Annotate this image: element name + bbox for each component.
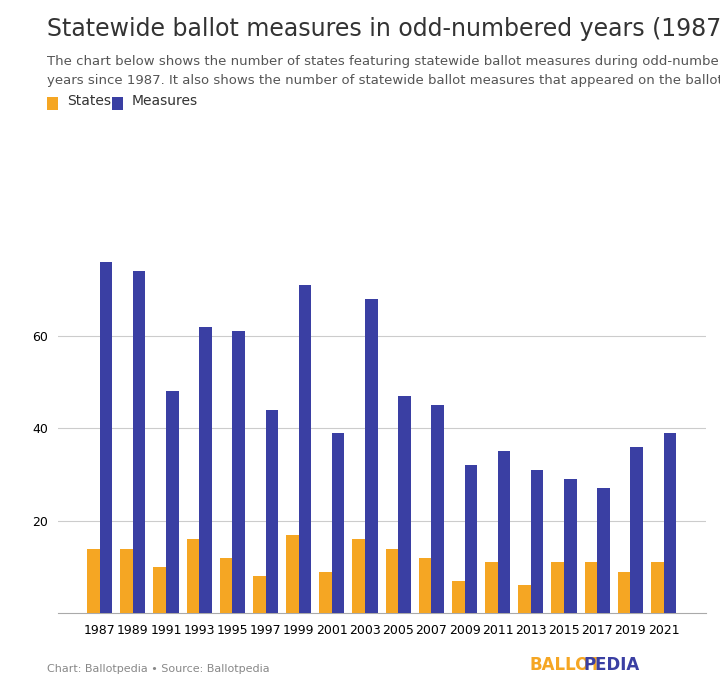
Bar — [220, 558, 233, 613]
Text: States: States — [67, 94, 111, 108]
Bar — [464, 465, 477, 613]
Bar — [153, 567, 166, 613]
Text: Statewide ballot measures in odd-numbered years (1987-2021): Statewide ballot measures in odd-numbere… — [47, 17, 720, 41]
Bar — [564, 480, 577, 613]
Bar — [332, 433, 344, 613]
Bar — [552, 562, 564, 613]
Text: The chart below shows the number of states featuring statewide ballot measures d: The chart below shows the number of stat… — [47, 55, 720, 68]
Text: Chart: Ballotpedia • Source: Ballotpedia: Chart: Ballotpedia • Source: Ballotpedia — [47, 664, 269, 674]
Bar — [132, 271, 145, 613]
Bar — [531, 470, 544, 613]
Bar — [99, 262, 112, 613]
Bar — [199, 327, 212, 613]
Bar — [87, 548, 99, 613]
Bar — [651, 562, 664, 613]
Bar — [597, 489, 610, 613]
Bar — [498, 451, 510, 613]
Text: PEDIA: PEDIA — [583, 656, 639, 674]
Bar — [398, 396, 411, 613]
Bar — [365, 299, 377, 613]
Bar — [631, 447, 643, 613]
Bar — [452, 581, 464, 613]
Bar — [319, 572, 332, 613]
Bar — [664, 433, 676, 613]
Bar — [166, 391, 179, 613]
Bar — [186, 539, 199, 613]
Bar — [431, 405, 444, 613]
Bar — [419, 558, 431, 613]
Bar — [585, 562, 597, 613]
Text: BALLOT: BALLOT — [529, 656, 601, 674]
Bar — [386, 548, 398, 613]
Bar — [266, 410, 278, 613]
Text: Measures: Measures — [132, 94, 198, 108]
Bar — [253, 576, 266, 613]
Text: years since 1987. It also shows the number of statewide ballot measures that app: years since 1987. It also shows the numb… — [47, 74, 720, 87]
Bar — [120, 548, 132, 613]
Bar — [518, 586, 531, 613]
Bar — [485, 562, 498, 613]
Bar — [299, 285, 311, 613]
Bar — [352, 539, 365, 613]
Bar — [233, 331, 245, 613]
Bar — [286, 535, 299, 613]
Bar — [618, 572, 631, 613]
